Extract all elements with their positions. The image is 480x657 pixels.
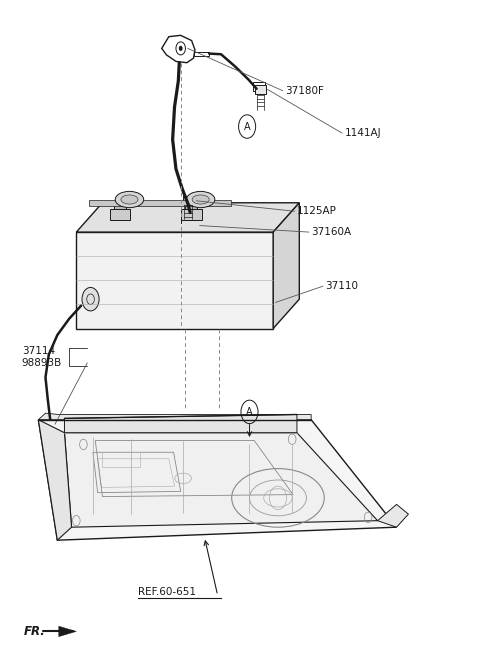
Polygon shape xyxy=(76,203,300,232)
Polygon shape xyxy=(273,203,300,328)
Ellipse shape xyxy=(192,195,209,204)
Bar xyxy=(89,200,231,206)
Bar xyxy=(255,85,265,94)
Polygon shape xyxy=(64,433,378,527)
Bar xyxy=(178,213,184,217)
Text: REF.60-651: REF.60-651 xyxy=(138,587,196,597)
Polygon shape xyxy=(76,232,273,328)
Text: 1125AP: 1125AP xyxy=(297,206,337,216)
Bar xyxy=(182,196,193,205)
Polygon shape xyxy=(38,420,396,540)
Text: 37114: 37114 xyxy=(22,346,55,356)
Polygon shape xyxy=(38,413,311,420)
Polygon shape xyxy=(378,505,408,527)
Bar xyxy=(114,201,126,209)
Text: 37180F: 37180F xyxy=(285,85,324,96)
Bar xyxy=(185,201,197,209)
Text: A: A xyxy=(244,122,251,131)
Polygon shape xyxy=(165,223,198,232)
Ellipse shape xyxy=(186,191,215,208)
Text: 98893B: 98893B xyxy=(22,358,62,368)
Text: 37160A: 37160A xyxy=(311,227,351,237)
Circle shape xyxy=(82,288,99,311)
Bar xyxy=(102,452,140,466)
Bar xyxy=(109,209,131,220)
Text: 1141AJ: 1141AJ xyxy=(344,128,381,138)
Polygon shape xyxy=(38,420,72,540)
Ellipse shape xyxy=(115,191,144,208)
Bar xyxy=(180,209,202,220)
Text: 37110: 37110 xyxy=(325,281,359,291)
Circle shape xyxy=(179,46,182,51)
Text: FR.: FR. xyxy=(24,625,46,638)
Ellipse shape xyxy=(121,195,138,204)
Text: A: A xyxy=(246,407,253,417)
Circle shape xyxy=(49,424,52,428)
Polygon shape xyxy=(64,415,297,433)
Polygon shape xyxy=(59,626,76,637)
